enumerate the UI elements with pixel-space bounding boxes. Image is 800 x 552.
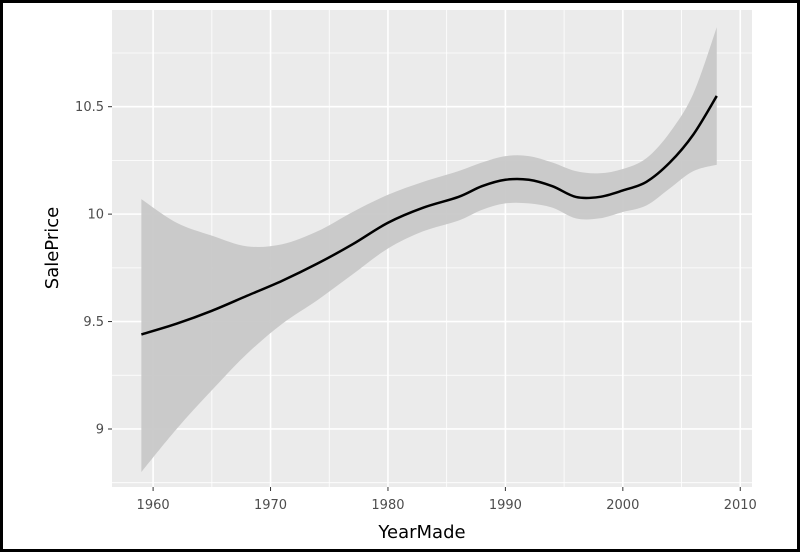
smooth-fit-line — [140, 95, 718, 336]
y-tick-label: 9.5 — [83, 315, 104, 330]
x-tick-label: 2000 — [606, 498, 639, 513]
y-tick-label: 10.5 — [75, 100, 104, 115]
y-tick-label: 10 — [87, 208, 104, 223]
y-axis: 9 9.5 10 10.5 — [75, 100, 112, 437]
x-tick-label: 1970 — [254, 498, 287, 513]
x-tick-label: 1990 — [489, 498, 522, 513]
x-tick-label: 2010 — [724, 498, 757, 513]
x-axis-title: YearMade — [377, 522, 465, 543]
y-tick-label: 9 — [96, 422, 104, 437]
y-axis-title: SalePrice — [42, 207, 63, 289]
confidence-band — [141, 27, 717, 472]
x-tick-label: 1980 — [371, 498, 404, 513]
x-tick-label: 1960 — [137, 498, 170, 513]
x-axis: 1960 1970 1980 1990 2000 2010 — [137, 487, 757, 513]
